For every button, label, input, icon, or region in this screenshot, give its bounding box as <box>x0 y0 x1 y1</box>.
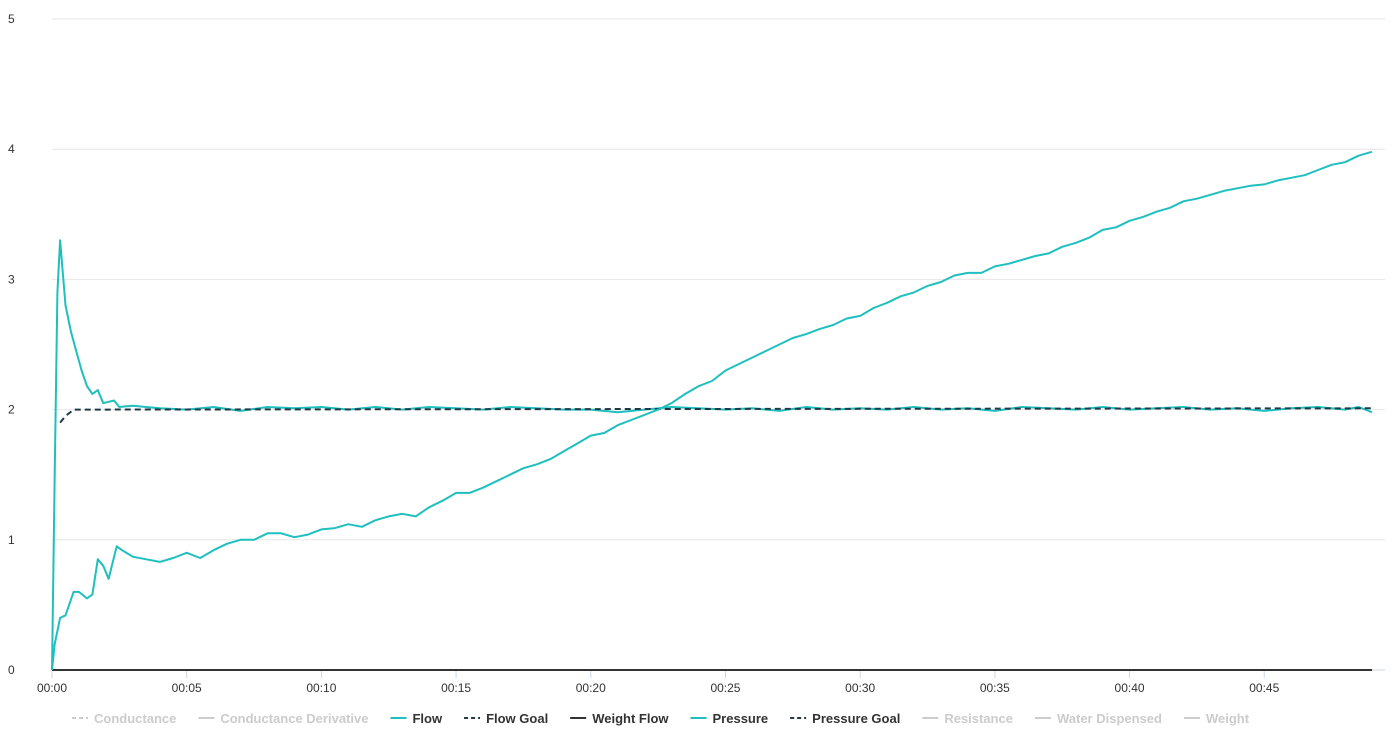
series-lines <box>51 150 1373 671</box>
legend-item-conductance[interactable]: Conductance <box>72 711 176 726</box>
y-tick-label: 4 <box>8 142 15 156</box>
x-tick-label: 00:30 <box>845 681 875 695</box>
x-tick-label: 00:20 <box>576 681 606 695</box>
x-tick-label: 00:05 <box>172 681 202 695</box>
series-line-flow <box>51 239 1373 671</box>
x-tick-label: 00:25 <box>710 681 740 695</box>
legend-item-weight[interactable]: Weight <box>1183 711 1250 726</box>
legend-item-water-dispensed[interactable]: Water Dispensed <box>1034 711 1162 726</box>
legend-item-pressure[interactable]: Pressure <box>690 711 769 726</box>
legend-label: Flow Goal <box>486 711 548 726</box>
series-line-flow-goal <box>59 407 1373 424</box>
legend-item-conductance-derivative[interactable]: Conductance Derivative <box>198 711 368 726</box>
legend-label: Water Dispensed <box>1057 711 1162 726</box>
x-tick-label: 00:00 <box>37 681 67 695</box>
legend-item-flow-goal[interactable]: Flow Goal <box>464 711 548 726</box>
legend-label: Weight <box>1206 711 1250 726</box>
y-tick-label: 1 <box>8 533 15 547</box>
y-tick-label: 5 <box>8 12 15 26</box>
legend-label: Flow <box>412 711 442 726</box>
legend-item-flow[interactable]: Flow <box>390 711 443 726</box>
legend-label: Pressure Goal <box>812 711 900 726</box>
legend-label: Conductance <box>94 711 176 726</box>
x-tick-label: 00:10 <box>306 681 336 695</box>
grid-lines <box>52 18 1385 541</box>
legend-label: Weight Flow <box>592 711 669 726</box>
x-tick-label: 00:45 <box>1249 681 1279 695</box>
y-tick-label: 2 <box>8 403 15 417</box>
legend: Conductance Conductance Derivative Flow Flo… <box>72 711 1250 726</box>
legend-item-pressure-goal[interactable]: Pressure Goal <box>790 711 900 726</box>
y-tick-label: 0 <box>8 663 15 677</box>
legend-label: Conductance Derivative <box>220 711 368 726</box>
series-line-pressure <box>51 150 1373 671</box>
legend-label: Resistance <box>944 711 1013 726</box>
legend-item-resistance[interactable]: Resistance <box>922 711 1013 726</box>
axes: 0 1 2 3 4 5 00:00 00:05 00:10 00:15 00:20 00:25 00:3… <box>8 12 1385 695</box>
y-tick-label: 3 <box>8 272 15 286</box>
legend-item-weight-flow[interactable]: Weight Flow <box>570 711 669 726</box>
x-tick-label: 00:35 <box>980 681 1010 695</box>
legend-label: Pressure <box>713 711 769 726</box>
x-tick-label: 00:15 <box>441 681 471 695</box>
x-tick-label: 00:40 <box>1115 681 1145 695</box>
